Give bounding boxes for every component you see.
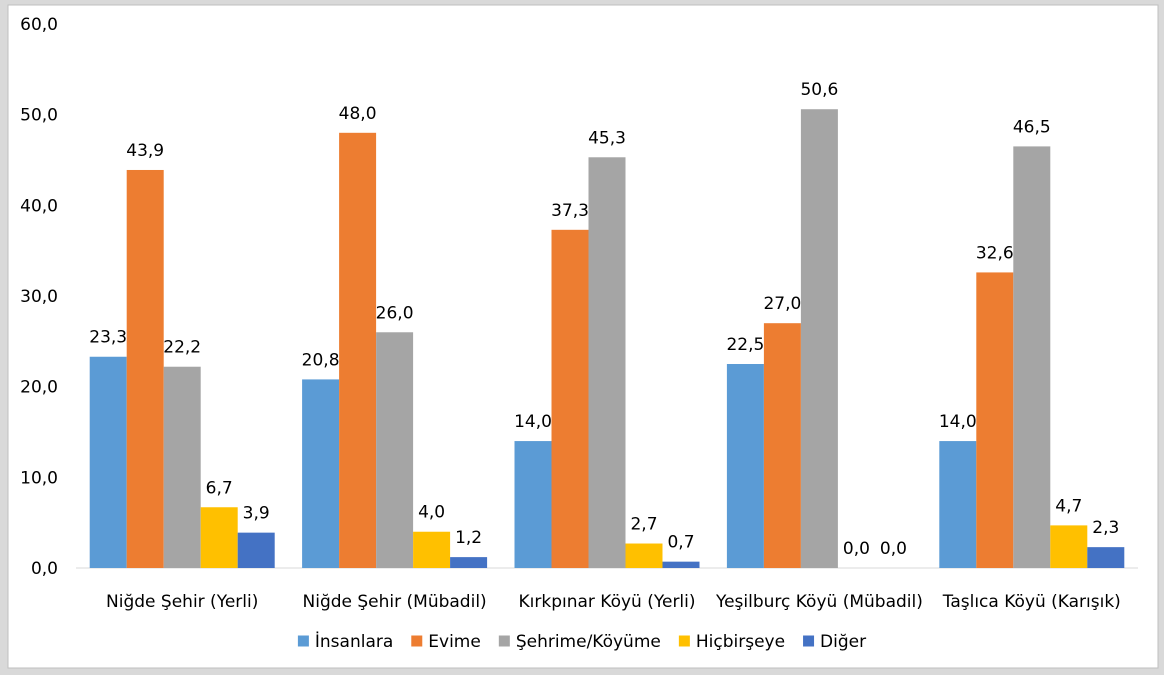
legend-swatch (498, 635, 510, 647)
bar (625, 543, 663, 568)
bar (200, 507, 238, 568)
data-label: 26,0 (376, 303, 414, 323)
y-tick-label: 50,0 (20, 106, 58, 126)
bar (763, 323, 801, 568)
data-label: 1,2 (455, 528, 482, 548)
legend-item: Hiçbirşeye (678, 632, 785, 652)
legend-item: Evime (411, 632, 481, 652)
bar (588, 157, 626, 568)
legend-label: Evime (428, 632, 481, 652)
category-label: Niğde Şehir (Yerli) (106, 592, 258, 612)
data-label: 20,8 (302, 350, 340, 370)
bar (126, 169, 164, 568)
legend-swatch (297, 635, 309, 647)
bar (800, 109, 838, 568)
legend-item: Diğer (803, 632, 866, 652)
data-label: 3,9 (243, 504, 270, 524)
data-label: 43,9 (126, 141, 164, 161)
data-label: 22,5 (726, 335, 764, 355)
bar (302, 379, 340, 568)
bar (237, 532, 275, 568)
category-label: Yeşilburç Köyü (Mübadil) (715, 592, 923, 612)
y-tick-label: 10,0 (20, 468, 58, 488)
bar (1050, 525, 1088, 568)
data-label: 2,3 (1092, 518, 1119, 538)
bar (1087, 547, 1125, 568)
legend: İnsanlara Evime Şehrime/Köyüme Hiçbirşeye Di… (297, 631, 866, 652)
data-label: 2,7 (630, 515, 657, 535)
bar (1013, 146, 1051, 568)
data-label: 45,3 (588, 128, 626, 148)
legend-swatch (678, 635, 690, 647)
data-label: 46,5 (1013, 117, 1051, 137)
legend-swatch (803, 635, 815, 647)
data-label: 6,7 (206, 478, 233, 498)
data-label: 48,0 (339, 104, 377, 124)
plot-area: 0,0 10,0 20,0 30,0 40,0 50,0 60,0 23,3 43,9 22,2 6… (20, 15, 1138, 612)
bar (450, 557, 488, 568)
data-label: 50,6 (800, 80, 838, 100)
bar (976, 272, 1014, 568)
data-label: 32,6 (976, 243, 1014, 263)
legend-label: Diğer (820, 632, 866, 652)
y-tick-label: 30,0 (20, 287, 58, 307)
data-label: 27,0 (763, 294, 801, 314)
data-label: 23,3 (89, 328, 127, 348)
data-label: 0,0 (843, 539, 870, 559)
y-tick-label: 20,0 (20, 378, 58, 398)
data-label: 22,2 (163, 338, 201, 358)
bar (413, 531, 451, 568)
bar (514, 441, 552, 568)
legend-label: Şehrime/Köyüme (516, 632, 661, 652)
bar (662, 561, 700, 568)
legend-label: İnsanlara (315, 631, 393, 652)
y-tick-label: 60,0 (20, 15, 58, 35)
bar (939, 441, 977, 568)
data-label: 4,0 (418, 503, 445, 523)
bar (726, 364, 764, 568)
data-label: 14,0 (514, 412, 552, 432)
data-label: 0,7 (667, 533, 694, 553)
y-tick-label: 0,0 (31, 559, 58, 579)
bar (551, 229, 589, 568)
data-label: 0,0 (880, 539, 907, 559)
legend-item: Şehrime/Köyüme (498, 632, 661, 652)
category-label: Taşlıca Köyü (Karışık) (942, 592, 1121, 612)
legend-item: İnsanlara (297, 631, 393, 652)
category-label: Kırkpınar Köyü (Yerli) (518, 592, 695, 612)
bar (89, 356, 127, 568)
category-label: Niğde Şehir (Mübadil) (303, 592, 487, 612)
bar (339, 132, 377, 569)
legend-swatch (411, 635, 423, 647)
y-tick-label: 40,0 (20, 196, 58, 216)
bar (163, 366, 201, 568)
data-label: 37,3 (551, 201, 589, 221)
data-label: 4,7 (1055, 496, 1082, 516)
data-label: 14,0 (939, 412, 977, 432)
legend-label: Hiçbirşeye (696, 632, 785, 652)
bar (376, 332, 414, 568)
